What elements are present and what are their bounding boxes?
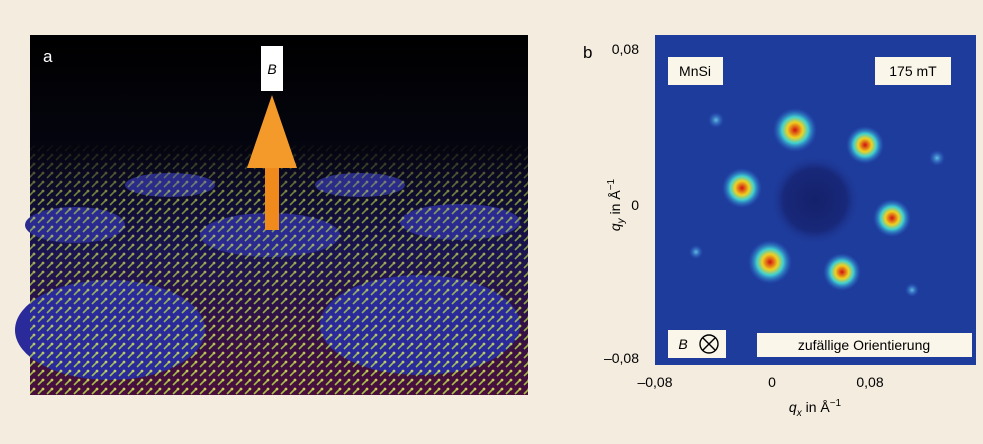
symbol: q [789,399,797,415]
field-value: 175 mT [889,63,937,79]
panel-a: a B [15,35,528,395]
arrow-shaft [265,165,279,230]
y-axis-label: qy in Å−1 [606,178,627,231]
y-tick-label: –0,08 [604,350,639,366]
field-label: B [267,61,276,77]
sample-label: MnSi [679,63,711,79]
x-tick-label: 0 [768,374,776,390]
x-tick-label: 0,08 [856,374,883,390]
panel-label: a [43,47,53,66]
x-tick-label: –0,08 [637,374,672,390]
x-axis-label: qx in Å−1 [789,398,842,419]
unit: in Å [802,399,831,415]
y-tick-label: 0,08 [612,41,639,57]
figure: a B b MnSi 175 mT B zu [0,0,983,439]
panel-label: b [583,43,592,62]
y-tick-label: 0 [631,197,639,213]
symbol: q [607,223,623,231]
exponent: −1 [830,398,842,409]
exponent: −1 [606,178,617,190]
panel-b: b MnSi 175 mT B zufällige Orientierung 0… [583,35,976,419]
field-symbol: B [678,336,687,352]
orientation-label: zufällige Orientierung [798,337,930,353]
unit: in Å [607,190,623,219]
label-box [668,330,726,358]
